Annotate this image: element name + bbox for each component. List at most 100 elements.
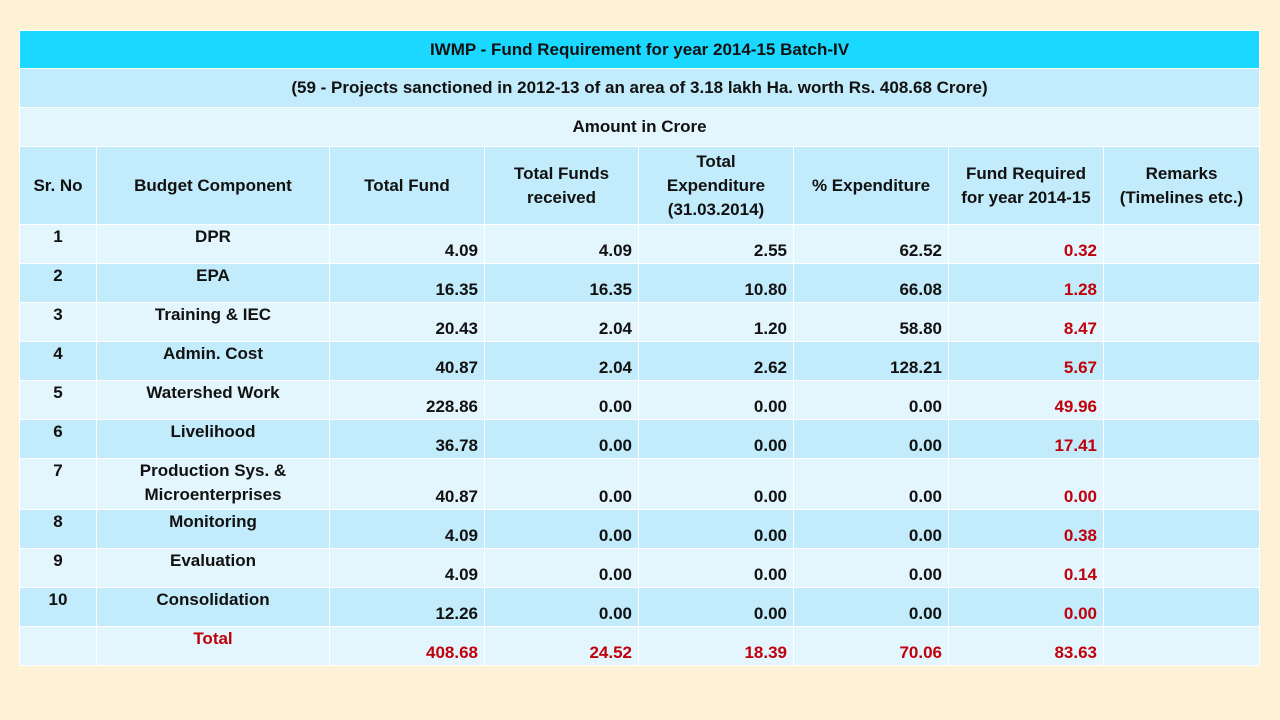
sr-cell: 5 [19, 380, 97, 420]
total-fund-cell: 228.86 [329, 380, 485, 420]
total-sr-cell [19, 626, 97, 666]
component-cell: Livelihood [96, 419, 330, 459]
sr-cell: 7 [19, 458, 97, 510]
expenditure-cell: 2.55 [638, 224, 794, 264]
header-total-expenditure: Total Expenditure (31.03.2014) [638, 146, 794, 225]
remarks-cell [1103, 341, 1260, 381]
total-fund-required-cell: 83.63 [948, 626, 1104, 666]
pct-expenditure-cell: 128.21 [793, 341, 949, 381]
table-row: 6 Livelihood 36.78 0.00 0.00 0.00 17.41 [19, 419, 1260, 459]
fund-required-cell: 0.14 [948, 548, 1104, 588]
sr-cell: 1 [19, 224, 97, 264]
total-component-cell: Total [96, 626, 330, 666]
sr-cell: 9 [19, 548, 97, 588]
fund-required-cell: 5.67 [948, 341, 1104, 381]
funds-received-cell: 0.00 [484, 458, 639, 510]
funds-received-cell: 0.00 [484, 548, 639, 588]
total-fund-cell: 4.09 [329, 548, 485, 588]
table-row: 1 DPR 4.09 4.09 2.55 62.52 0.32 [19, 224, 1260, 264]
header-budget-component: Budget Component [96, 146, 330, 225]
funds-received-cell: 2.04 [484, 341, 639, 381]
pct-expenditure-cell: 62.52 [793, 224, 949, 264]
table-row: 10 Consolidation 12.26 0.00 0.00 0.00 0.00 [19, 587, 1260, 627]
total-expenditure-cell: 18.39 [638, 626, 794, 666]
expenditure-cell: 0.00 [638, 548, 794, 588]
remarks-cell [1103, 302, 1260, 342]
fund-required-cell: 49.96 [948, 380, 1104, 420]
sr-cell: 6 [19, 419, 97, 459]
pct-expenditure-cell: 0.00 [793, 380, 949, 420]
funds-received-cell: 4.09 [484, 224, 639, 264]
sr-cell: 3 [19, 302, 97, 342]
total-row: Total 408.68 24.52 18.39 70.06 83.63 [19, 626, 1260, 666]
funds-received-cell: 0.00 [484, 587, 639, 627]
component-cell: Training & IEC [96, 302, 330, 342]
fund-required-cell: 0.00 [948, 458, 1104, 510]
fund-required-cell: 0.00 [948, 587, 1104, 627]
total-fund-cell: 20.43 [329, 302, 485, 342]
pct-expenditure-cell: 0.00 [793, 548, 949, 588]
component-cell: Monitoring [96, 509, 330, 549]
total-remarks-cell [1103, 626, 1260, 666]
pct-expenditure-cell: 0.00 [793, 419, 949, 459]
expenditure-cell: 0.00 [638, 419, 794, 459]
pct-expenditure-cell: 58.80 [793, 302, 949, 342]
table-row: 9 Evaluation 4.09 0.00 0.00 0.00 0.14 [19, 548, 1260, 588]
unit-note: Amount in Crore [19, 107, 1260, 147]
funds-received-cell: 0.00 [484, 380, 639, 420]
pct-expenditure-cell: 66.08 [793, 263, 949, 303]
sr-cell: 4 [19, 341, 97, 381]
remarks-cell [1103, 263, 1260, 303]
component-cell: Watershed Work [96, 380, 330, 420]
pct-expenditure-cell: 0.00 [793, 587, 949, 627]
funds-received-cell: 2.04 [484, 302, 639, 342]
fund-required-cell: 17.41 [948, 419, 1104, 459]
sr-cell: 10 [19, 587, 97, 627]
remarks-cell [1103, 458, 1260, 510]
total-fund-cell: 40.87 [329, 341, 485, 381]
remarks-cell [1103, 509, 1260, 549]
total-pct-expenditure-cell: 70.06 [793, 626, 949, 666]
funds-received-cell: 0.00 [484, 419, 639, 459]
header-pct-expenditure: % Expenditure [793, 146, 949, 225]
header-remarks: Remarks (Timelines etc.) [1103, 146, 1260, 225]
remarks-cell [1103, 224, 1260, 264]
pct-expenditure-cell: 0.00 [793, 458, 949, 510]
expenditure-cell: 0.00 [638, 587, 794, 627]
header-row: Sr. No Budget Component Total Fund Total… [19, 146, 1260, 225]
table-title: IWMP - Fund Requirement for year 2014-15… [19, 30, 1260, 69]
total-fund-cell: 12.26 [329, 587, 485, 627]
expenditure-cell: 2.62 [638, 341, 794, 381]
expenditure-cell: 0.00 [638, 509, 794, 549]
component-cell: Production Sys. & Microenterprises [96, 458, 330, 510]
component-cell: Consolidation [96, 587, 330, 627]
expenditure-cell: 1.20 [638, 302, 794, 342]
header-total-fund: Total Fund [329, 146, 485, 225]
header-total-funds-received: Total Funds received [484, 146, 639, 225]
fund-required-cell: 1.28 [948, 263, 1104, 303]
total-fund-cell: 4.09 [329, 509, 485, 549]
fund-required-cell: 0.38 [948, 509, 1104, 549]
component-cell: DPR [96, 224, 330, 264]
funds-received-cell: 16.35 [484, 263, 639, 303]
total-fund-cell: 40.87 [329, 458, 485, 510]
fund-required-cell: 0.32 [948, 224, 1104, 264]
table-row: 2 EPA 16.35 16.35 10.80 66.08 1.28 [19, 263, 1260, 303]
table-row: 5 Watershed Work 228.86 0.00 0.00 0.00 49.96 [19, 380, 1260, 420]
table-subtitle: (59 - Projects sanctioned in 2012-13 of … [19, 68, 1260, 108]
remarks-cell [1103, 380, 1260, 420]
pct-expenditure-cell: 0.00 [793, 509, 949, 549]
total-fund-cell: 4.09 [329, 224, 485, 264]
expenditure-cell: 10.80 [638, 263, 794, 303]
sr-cell: 8 [19, 509, 97, 549]
table-row: 4 Admin. Cost 40.87 2.04 2.62 128.21 5.67 [19, 341, 1260, 381]
component-cell: Evaluation [96, 548, 330, 588]
total-total-fund-cell: 408.68 [329, 626, 485, 666]
total-funds-received-cell: 24.52 [484, 626, 639, 666]
header-fund-required: Fund Required for year 2014-15 [948, 146, 1104, 225]
table-row: 3 Training & IEC 20.43 2.04 1.20 58.80 8.47 [19, 302, 1260, 342]
remarks-cell [1103, 419, 1260, 459]
component-cell: Admin. Cost [96, 341, 330, 381]
remarks-cell [1103, 548, 1260, 588]
